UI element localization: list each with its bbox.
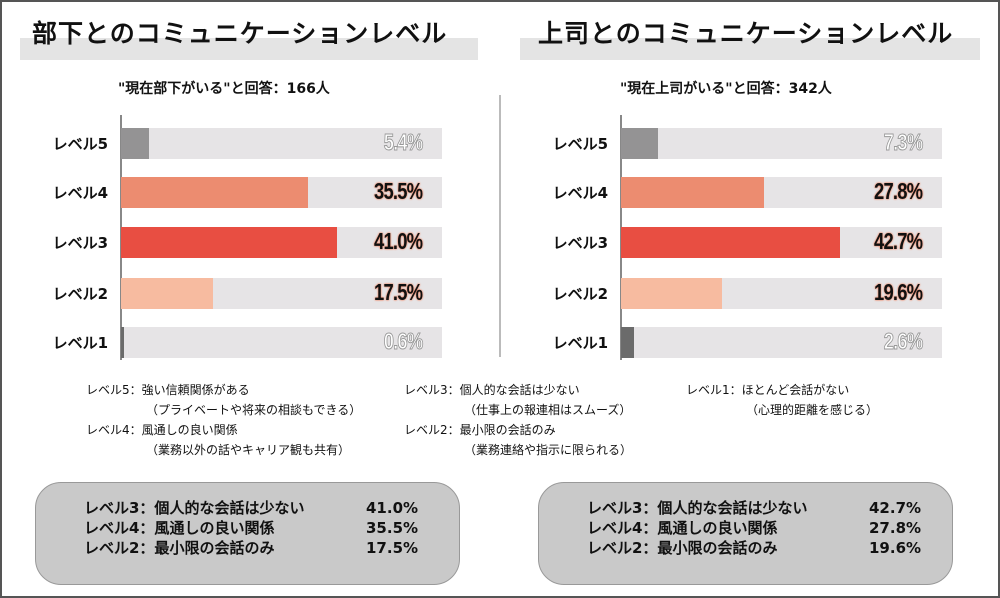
data-label: 5.4% — [383, 129, 423, 156]
bar-track: 2.6% — [621, 327, 942, 358]
legend-text: （プライベートや将来の相談もできる） — [146, 403, 362, 417]
chart-subtitle: "現在上司がいる"と回答：342人 — [620, 81, 832, 97]
bar-track: 41.0% — [121, 227, 442, 258]
category-label: レベル1 — [552, 334, 608, 352]
bar — [621, 327, 635, 358]
bar — [121, 177, 308, 208]
chart-subtitle: "現在部下がいる"と回答：166人 — [118, 81, 330, 97]
bar-track: 17.5% — [121, 278, 442, 309]
bar — [121, 128, 150, 159]
legend-text: レベル4：風通しの良い関係 — [86, 423, 238, 437]
data-label: 2.6% — [883, 328, 923, 355]
legend-text: レベル1：ほとんど会話がない — [686, 383, 850, 397]
bar-track: 5.4% — [121, 128, 442, 159]
title-band — [20, 38, 478, 60]
subordinate-chart-panel: 部下とのコミュニケーションレベル "現在部下がいる"と回答：166人 レベル5 5… — [20, 19, 478, 360]
bar — [121, 278, 214, 309]
bar-track: 27.8% — [621, 177, 942, 208]
data-label: 42.7% — [873, 228, 923, 254]
bar-track: 7.3% — [621, 128, 942, 159]
summary-box-subordinate: レベル3：個人的な会話は少ない 41.0% レベル4：風通しの良い関係 35.5% … — [35, 482, 460, 585]
summary-label: レベル4：風通しの良い関係 — [587, 519, 778, 537]
summary-value: 35.5% — [366, 519, 419, 537]
summary-value: 27.8% — [869, 519, 922, 537]
summary-label: レベル3：個人的な会話は少ない — [587, 499, 808, 517]
summary-label: レベル2：最小限の会話のみ — [587, 539, 778, 557]
boss-chart-panel: 上司とのコミュニケーションレベル "現在上司がいる"と回答：342人 レベル5 7… — [500, 0, 1000, 598]
divider — [499, 95, 501, 357]
category-label: レベル5 — [52, 135, 108, 153]
category-label: レベル5 — [552, 135, 608, 153]
legend-text: （業務以外の話やキャリア観も共有） — [146, 443, 351, 457]
bar — [121, 327, 125, 358]
category-label: レベル2 — [52, 285, 108, 303]
bar-track: 0.6% — [121, 327, 442, 358]
summary-label: レベル3：個人的な会話は少ない — [84, 499, 305, 517]
data-label: 35.5% — [373, 178, 423, 204]
bar-track: 35.5% — [121, 177, 442, 208]
legend-text: レベル2：最小限の会話のみ — [404, 423, 556, 437]
chart-title: 部下とのコミュニケーションレベル — [32, 19, 448, 48]
legend-col-1: レベル5：強い信頼関係がある （プライベートや将来の相談もできる） レベル4：風… — [86, 380, 361, 460]
data-label: 0.6% — [383, 328, 423, 355]
category-label: レベル1 — [52, 334, 108, 352]
bar — [621, 177, 764, 208]
bar — [621, 128, 659, 159]
data-label: 19.6% — [873, 279, 923, 305]
data-label: 17.5% — [373, 279, 423, 305]
data-label: 7.3% — [883, 129, 923, 156]
data-label: 41.0% — [373, 228, 423, 254]
bar — [121, 227, 337, 258]
summary-value: 41.0% — [366, 499, 419, 517]
legend-col-2: レベル3：個人的な会話は少ない （仕事上の報連相はスムーズ） レベル2：最小限の… — [404, 380, 632, 460]
summary-label: レベル4：風通しの良い関係 — [84, 519, 275, 537]
legend-text: レベル3：個人的な会話は少ない — [404, 383, 580, 397]
category-label: レベル4 — [52, 184, 108, 202]
summary-value: 42.7% — [869, 499, 922, 517]
legend-text: （心理的距離を感じる） — [746, 403, 879, 417]
bar-track: 42.7% — [621, 227, 942, 258]
category-label: レベル4 — [552, 184, 608, 202]
bar — [621, 227, 841, 258]
category-label: レベル3 — [52, 234, 108, 252]
chart-title: 上司とのコミュニケーションレベル — [538, 19, 954, 48]
data-label: 27.8% — [873, 178, 923, 204]
summary-value: 19.6% — [869, 539, 922, 557]
legend-text: （仕事上の報連相はスムーズ） — [464, 403, 632, 417]
category-label: レベル2 — [552, 285, 608, 303]
bar — [621, 278, 722, 309]
summary-box-boss: レベル3：個人的な会話は少ない 42.7% レベル4：風通しの良い関係 27.8% … — [538, 482, 953, 585]
summary-value: 17.5% — [366, 539, 419, 557]
category-label: レベル3 — [552, 234, 608, 252]
legend-text: （業務連絡や指示に限られる） — [464, 443, 633, 457]
legend-col-3: レベル1：ほとんど会話がない （心理的距離を感じる） — [686, 380, 878, 420]
summary-label: レベル2：最小限の会話のみ — [84, 539, 275, 557]
bar-track: 19.6% — [621, 278, 942, 309]
legend-text: レベル5：強い信頼関係がある — [86, 383, 250, 397]
title-band — [520, 38, 980, 60]
